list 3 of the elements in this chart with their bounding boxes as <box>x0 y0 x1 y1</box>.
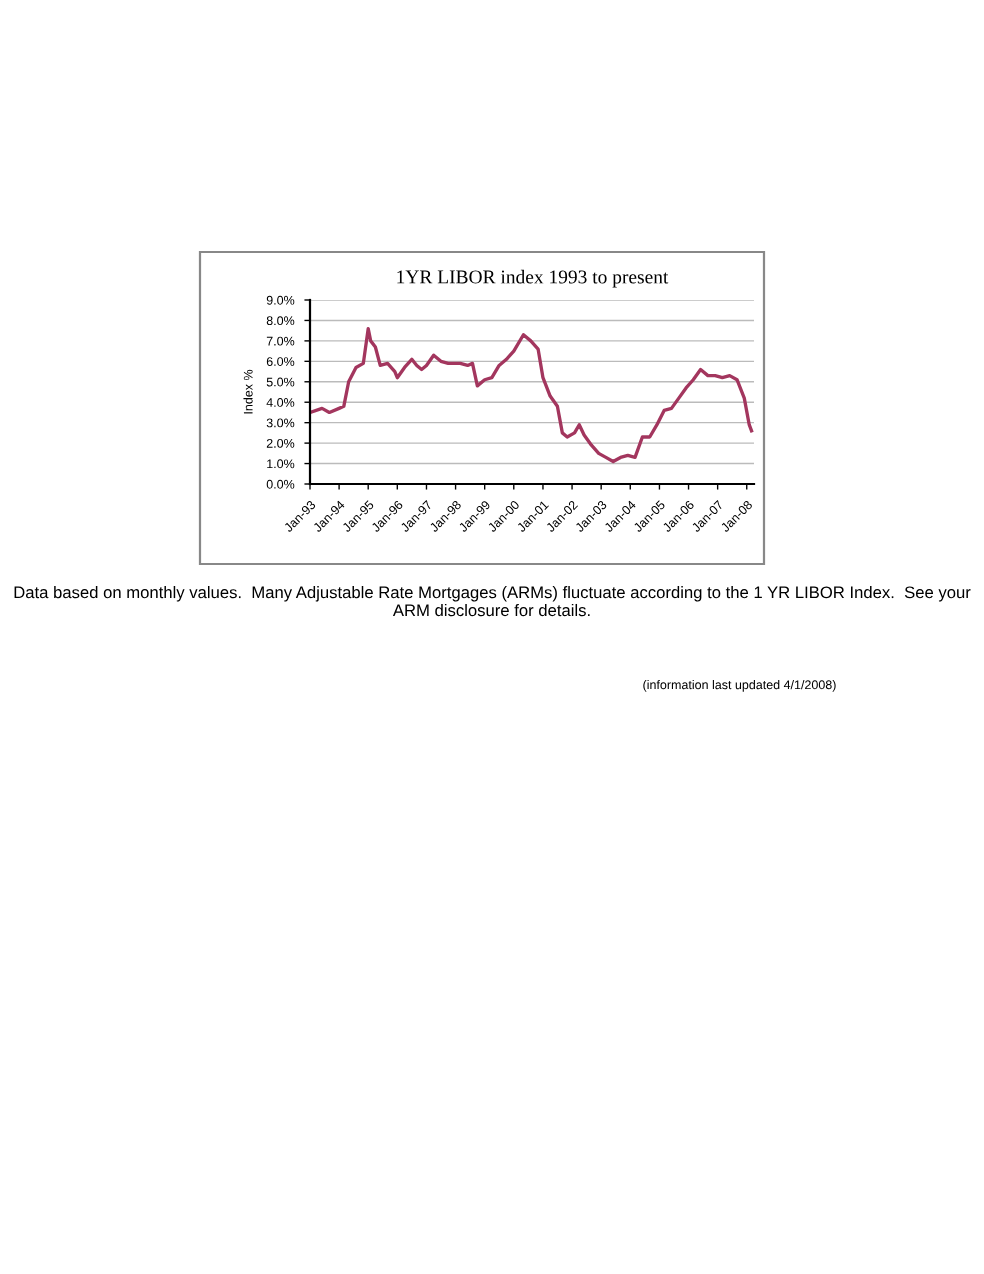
line-series <box>310 326 754 464</box>
chart-title: 1YR LIBOR index 1993 to present <box>397 269 669 288</box>
text: Data based on monthly values. Many Adjustable Rate Mortgages (ARMs) fluctuate according to the 1 YR LIBOR Index. See your ARM disclosure for details. <box>14 586 971 617</box>
